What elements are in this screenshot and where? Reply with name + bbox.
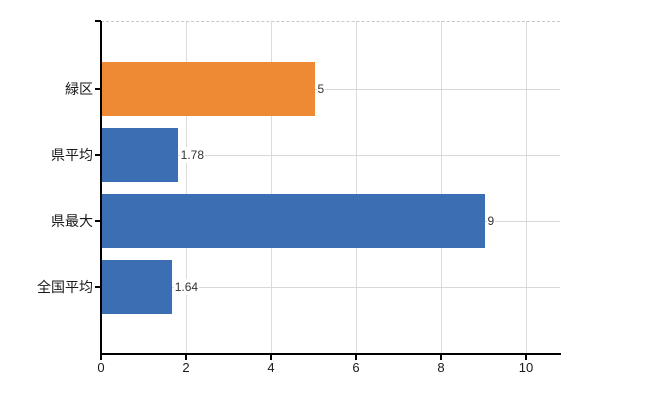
y-axis-tick bbox=[95, 154, 101, 156]
category-label: 県平均 bbox=[51, 147, 93, 163]
x-axis-tick bbox=[270, 355, 272, 360]
bar-3 bbox=[102, 194, 485, 248]
x-axis-tick bbox=[355, 355, 357, 360]
bar-value-label: 1.64 bbox=[173, 279, 200, 295]
y-axis-tick bbox=[95, 20, 101, 22]
x-axis-tick-label: 10 bbox=[518, 360, 534, 375]
bars-layer bbox=[101, 21, 560, 353]
y-axis-tick bbox=[95, 286, 101, 288]
category-label: 全国平均 bbox=[37, 279, 93, 295]
x-axis-tick bbox=[440, 355, 442, 360]
x-axis-tick-label: 6 bbox=[352, 360, 360, 375]
gridline-horizontal bbox=[101, 286, 560, 288]
vertical-gridlines bbox=[101, 21, 560, 353]
x-axis-tick-label: 2 bbox=[182, 360, 190, 375]
bar-value-label: 1.78 bbox=[179, 147, 205, 163]
gridline-vertical bbox=[355, 21, 357, 353]
category-label: 緑区 bbox=[65, 81, 93, 97]
x-axis-tick bbox=[185, 355, 187, 360]
gridline-vertical bbox=[440, 21, 442, 353]
gridline-horizontal bbox=[101, 154, 560, 156]
bar-value-label: 5 bbox=[316, 81, 326, 97]
x-axis-tick bbox=[100, 355, 102, 360]
y-axis-tick bbox=[95, 220, 101, 222]
x-axis-tick bbox=[525, 355, 527, 360]
bar-value-label: 9 bbox=[486, 213, 496, 229]
x-axis-tick-label: 4 bbox=[267, 360, 275, 375]
gridline-vertical bbox=[185, 21, 187, 353]
gridline-vertical bbox=[525, 21, 527, 353]
x-axis-tick-label: 8 bbox=[437, 360, 445, 375]
category-label: 県最大 bbox=[51, 213, 93, 229]
y-axis-line bbox=[100, 21, 102, 353]
value-labels-layer: 5 1.78 9 1.64 bbox=[101, 21, 560, 353]
x-axis-tick-label: 0 bbox=[97, 360, 105, 375]
plot-area: 5 1.78 9 1.64 bbox=[101, 21, 560, 353]
y-axis-tick bbox=[95, 88, 101, 90]
x-axis-line bbox=[100, 353, 561, 355]
gridline-horizontal bbox=[101, 88, 560, 90]
bar-2 bbox=[102, 128, 178, 182]
gridline-vertical bbox=[270, 21, 272, 353]
bar-4 bbox=[102, 260, 172, 314]
plot-top-border bbox=[101, 21, 560, 22]
bar-1 bbox=[102, 62, 315, 116]
